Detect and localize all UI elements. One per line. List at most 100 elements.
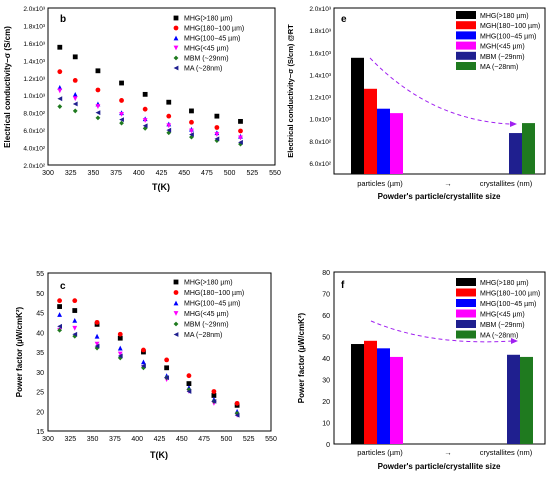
- panel-e-legend-label-3: MGH(<45 µm): [480, 44, 525, 51]
- panel-b-ytick-8: 4.0x10²: [23, 146, 46, 153]
- panel-f-legend-label-5: MA (~28nm): [480, 333, 518, 340]
- panel-f-bar-3: [390, 356, 403, 444]
- panel-e-ytick-7: 6.0x10²: [309, 161, 332, 168]
- panel-f-trend-arrowhead: [511, 338, 518, 344]
- panel-f-legend-swatch-4: [456, 320, 476, 328]
- panel-f-yticks: 80 70 60 50 40 30 20 10 0: [322, 270, 330, 449]
- panel-b-legend-marker-2: [173, 35, 179, 41]
- panel-e-group-label-crystallites: crystallites (nm): [480, 179, 533, 188]
- panel-c-label: c: [60, 281, 66, 292]
- panel-c-legend: MHG(>180 µm) MHG(180−100 µm) MHG(100−45 µm…: [173, 280, 244, 339]
- panel-e-plot-frame: [333, 7, 546, 175]
- panel-b-legend-marker-0: [173, 15, 179, 21]
- panel-c-legend-marker-5: [173, 332, 179, 337]
- panel-e-ytick-6: 8.0x10²: [309, 139, 332, 146]
- panel-b-xticks: 300 325 350 375 400 425 450 475 500 525 …: [42, 170, 281, 177]
- panel-e-xlabel: Powder's particle/crystallite size: [378, 192, 501, 201]
- panel-b-point-s1-4: [142, 106, 148, 112]
- panel-b-point-s3-0: [57, 88, 63, 94]
- panel-f-legend-label-3: MHG(<45 µm): [480, 312, 525, 319]
- panel-c-ytick-5: 30: [36, 370, 44, 377]
- panel-c-xtick-1: 325: [64, 436, 76, 443]
- panel-c-point-s3-2: [94, 341, 100, 347]
- panel-c-point-s2-0: [57, 312, 62, 317]
- panel-c-ylabel: Power factor (µW/cmK²): [15, 306, 24, 397]
- panel-b-point-s5-0: [57, 96, 63, 102]
- panel-b-point-s1-8: [238, 128, 243, 134]
- panel-c-point-s3-3: [117, 351, 123, 357]
- panel-b-legend-label-1: MHG(180−100 µm): [184, 26, 244, 33]
- panel-b-ytick-0: 2.0x10³: [23, 6, 46, 13]
- panel-e-legend-label-1: MGH(180−100 µm): [480, 23, 540, 30]
- panel-f-legend: MHG(>180 µm) MHG(180−100 µm) MHG(100−45 µm…: [456, 278, 540, 340]
- panel-e-group-label-particles: particles (µm): [357, 179, 403, 188]
- panel-c-legend-label-5: MA (~28nm): [184, 332, 222, 339]
- panel-b-point-s0-4: [142, 91, 148, 97]
- panel-e-ytick-3: 1.4x10³: [309, 72, 332, 79]
- panel-b-point-s3-6: [189, 128, 194, 134]
- panel-f-legend-swatch-1: [456, 288, 476, 297]
- panel-f-ytick-3: 50: [322, 335, 330, 342]
- panel-b-ylabel: Electrical conductivity−σ (S/cm): [3, 26, 12, 148]
- panel-b-point-s2-1: [72, 91, 78, 97]
- panel-b-label: b: [60, 14, 66, 25]
- panel-b-ytick-2: 1.6x10³: [23, 41, 46, 48]
- panel-f-trend-arrow: [370, 320, 513, 343]
- panel-f-group-label-crystallites: crystallites (nm): [480, 448, 533, 457]
- panel-f-bar-5: [520, 356, 533, 444]
- panel-c-point-s0-7: [211, 393, 217, 398]
- panel-e-bar-0: [351, 57, 364, 174]
- panel-f-legend-label-4: MBM (~29nm): [480, 322, 525, 329]
- panel-b-xtick-1: 325: [65, 170, 77, 177]
- panel-b-point-s5-2: [95, 110, 101, 116]
- panel-b-legend-marker-1: [173, 25, 179, 31]
- panel-b-legend-label-5: MA (~28nm): [184, 66, 222, 73]
- panel-b-point-s3-5: [166, 123, 172, 129]
- panel-e-yticks: 2.0x10³ 1.8x10³ 1.6x10³ 1.4x10³ 1.2x10³ …: [309, 6, 332, 168]
- panel-b-point-s0-7: [214, 113, 220, 119]
- panel-b-ytick-5: 1.0x10³: [23, 93, 46, 100]
- panel-b-point-s0-1: [72, 54, 78, 60]
- panel-e-legend-label-0: MHG(>180 µm): [480, 13, 529, 20]
- panel-e-legend-swatch-2: [456, 31, 476, 40]
- panel-e-ytick-5: 1.0x10³: [309, 117, 332, 124]
- panel-b-legend-marker-4: [173, 55, 179, 61]
- panel-c-ytick-8: 15: [36, 429, 44, 436]
- panel-b-point-s1-3: [119, 98, 124, 103]
- panel-c-point-s2-2: [94, 333, 100, 339]
- panel-b-xtick-2: 350: [88, 170, 100, 177]
- panel-f-ytick-6: 20: [322, 399, 330, 406]
- panel-b-xtick-8: 500: [224, 170, 236, 177]
- panel-c-xtick-9: 525: [243, 436, 255, 443]
- panel-c-point-s0-5: [164, 365, 170, 371]
- panel-c-xtick-10: 550: [265, 436, 277, 443]
- panel-c-point-s1-7: [211, 389, 217, 394]
- panel-c-xtick-4: 400: [131, 436, 143, 443]
- panel-f-bar-2: [377, 348, 390, 444]
- panel-c-point-s1-3: [117, 331, 123, 337]
- panel-c-marks: [57, 298, 240, 418]
- panel-c-point-s1-4: [141, 347, 146, 353]
- panel-c-xtick-8: 500: [221, 436, 233, 443]
- panel-c-ytick-3: 40: [36, 330, 44, 337]
- panel-c-xtick-7: 475: [198, 436, 210, 443]
- panel-b-point-s5-5: [166, 127, 172, 133]
- panel-f-group-label-arrow: →: [444, 448, 452, 457]
- panel-c-legend-marker-2: [173, 300, 179, 306]
- panel-e-marks: [351, 57, 535, 174]
- panel-c-point-s0-1: [72, 308, 78, 313]
- panel-c-ytick-6: 25: [36, 390, 44, 397]
- panel-e-legend-swatch-3: [456, 41, 476, 50]
- panel-f-legend-swatch-5: [456, 330, 476, 339]
- panel-f-ylabel: Power factor (µW/cmK²): [297, 312, 306, 403]
- panel-b-marks: [57, 44, 243, 147]
- panel-b-point-s1-0: [57, 69, 63, 75]
- panel-f-ytick-7: 10: [322, 421, 330, 428]
- panel-b-ytick-7: 6.0x10²: [23, 128, 46, 135]
- panel-c-xticks: 300 325 350 375 400 425 450 475 500 525 …: [42, 436, 277, 443]
- panel-f-legend-swatch-3: [456, 309, 476, 318]
- panel-c-xtick-3: 375: [109, 436, 121, 443]
- panel-b-point-s4-1: [72, 108, 78, 114]
- panel-b-point-s4-0: [57, 104, 63, 109]
